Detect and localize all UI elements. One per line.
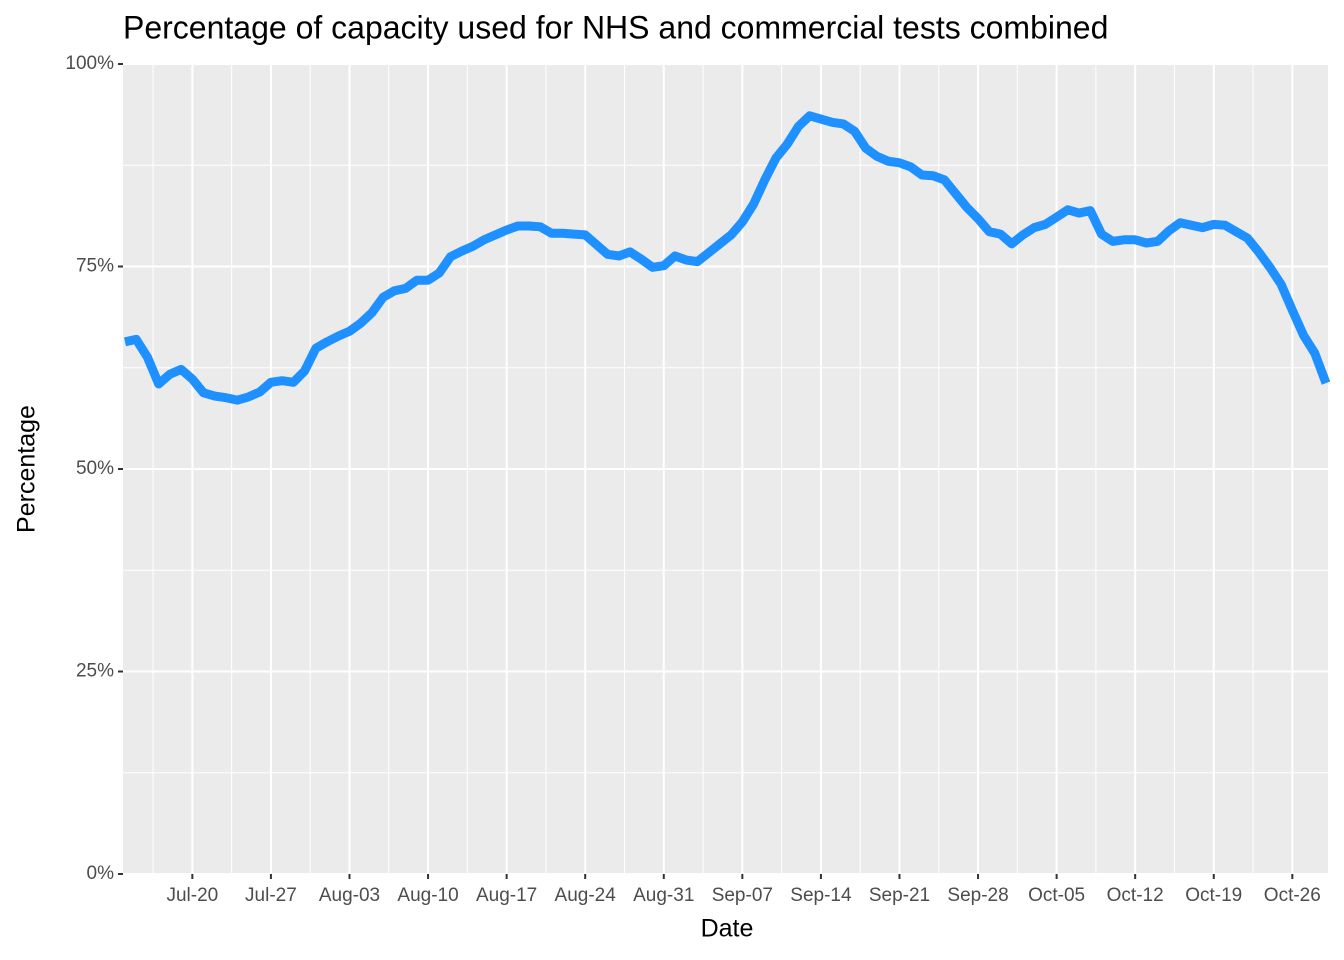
x-tick-label: Oct-26 — [1264, 885, 1321, 906]
y-axis-label: Percentage — [13, 405, 41, 533]
x-tick-label: Oct-12 — [1107, 885, 1164, 906]
x-tick-label: Jul-20 — [166, 885, 218, 906]
x-tick-label: Oct-05 — [1028, 885, 1085, 906]
y-tick-label: 100% — [65, 53, 114, 74]
x-tick-label: Sep-21 — [869, 885, 930, 906]
x-tick-label: Sep-28 — [947, 885, 1008, 906]
x-tick-label: Aug-10 — [397, 885, 458, 906]
x-tick-label: Oct-19 — [1185, 885, 1242, 906]
x-tick-label: Aug-17 — [476, 885, 537, 906]
line — [124, 111, 1331, 405]
x-axis-label: Date — [701, 915, 754, 943]
x-tick-label: Aug-31 — [633, 885, 694, 906]
x-tick-label: Aug-24 — [555, 885, 617, 906]
x-tick-label: Sep-14 — [790, 885, 852, 906]
y-tick-label: 50% — [76, 458, 114, 479]
x-tick-label: Sep-07 — [712, 885, 773, 906]
x-tick-label: Jul-27 — [245, 885, 297, 906]
y-tick-label: 75% — [76, 256, 114, 277]
chart-title: Percentage of capacity used for NHS and … — [123, 9, 1108, 45]
x-tick-label: Aug-03 — [319, 885, 380, 906]
y-tick-label: 0% — [87, 863, 115, 884]
y-tick-label: 25% — [76, 661, 114, 682]
